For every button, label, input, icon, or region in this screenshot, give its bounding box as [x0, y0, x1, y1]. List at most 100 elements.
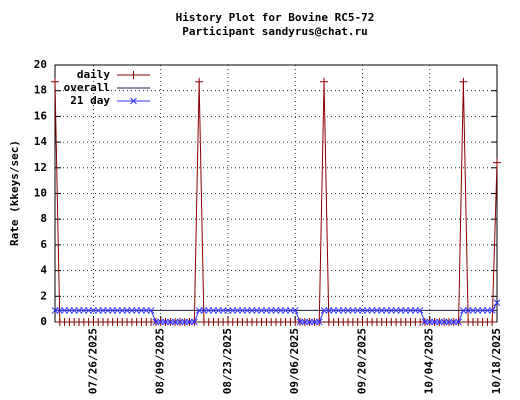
- marker: [383, 307, 390, 314]
- legend-marker: [130, 97, 137, 105]
- marker: [488, 307, 496, 314]
- marker: [219, 307, 227, 314]
- marker: [301, 318, 309, 326]
- marker: [190, 318, 198, 326]
- y-tick-label: 10: [34, 187, 47, 200]
- marker: [479, 307, 486, 314]
- marker: [99, 307, 107, 314]
- marker: [387, 307, 395, 314]
- marker: [104, 307, 112, 314]
- marker: [363, 307, 371, 314]
- marker: [435, 318, 443, 326]
- marker: [109, 307, 117, 314]
- marker: [464, 307, 472, 314]
- marker: [359, 307, 366, 314]
- y-tick-label: 4: [40, 264, 47, 277]
- marker: [344, 307, 352, 314]
- x-tick-label: 10/04/2025: [423, 328, 436, 394]
- marker: [142, 307, 150, 314]
- marker: [354, 307, 362, 314]
- marker: [416, 307, 424, 314]
- marker: [335, 307, 342, 314]
- legend-label: daily: [77, 68, 110, 81]
- marker: [287, 307, 294, 314]
- marker: [445, 318, 453, 326]
- marker: [248, 307, 256, 314]
- x-tick-label: 07/26/2025: [86, 328, 99, 394]
- y-tick-label: 0: [40, 315, 47, 328]
- marker: [147, 307, 155, 314]
- marker: [258, 307, 265, 314]
- chart-title: History Plot for Bovine RC5-72: [176, 11, 375, 24]
- legend-label: overall: [64, 81, 110, 94]
- marker: [224, 307, 232, 314]
- marker: [51, 77, 59, 86]
- marker: [373, 307, 381, 314]
- marker: [56, 307, 64, 314]
- marker: [315, 318, 323, 326]
- marker: [306, 318, 313, 326]
- y-tick-label: 18: [34, 84, 47, 97]
- marker: [128, 307, 136, 314]
- marker: [85, 307, 92, 314]
- marker: [426, 318, 434, 326]
- marker: [325, 307, 333, 314]
- marker: [75, 307, 83, 314]
- marker: [421, 318, 429, 326]
- marker: [311, 318, 318, 326]
- y-tick-label: 16: [34, 109, 48, 122]
- y-tick-label: 14: [34, 135, 48, 148]
- marker: [484, 307, 491, 314]
- marker: [152, 318, 160, 326]
- marker: [368, 307, 376, 314]
- marker: [431, 318, 438, 326]
- marker: [239, 307, 246, 314]
- x-tick-label: 09/20/2025: [355, 328, 368, 394]
- marker: [455, 318, 462, 326]
- legend-label: 21 day: [70, 94, 110, 107]
- marker: [186, 318, 193, 326]
- marker: [114, 307, 121, 314]
- marker: [90, 307, 97, 314]
- marker: [166, 318, 174, 326]
- legend-marker: [129, 71, 138, 79]
- marker: [493, 158, 501, 167]
- marker: [282, 307, 289, 314]
- marker: [123, 307, 131, 314]
- marker: [157, 318, 165, 326]
- y-tick-label: 8: [40, 212, 47, 225]
- marker: [51, 307, 59, 314]
- x-tick-label: 08/23/2025: [221, 328, 234, 394]
- marker: [200, 307, 208, 314]
- marker: [61, 307, 68, 314]
- marker: [291, 307, 299, 314]
- marker: [176, 318, 184, 326]
- marker: [80, 307, 88, 314]
- marker: [94, 307, 102, 314]
- marker: [195, 307, 203, 314]
- marker: [402, 307, 410, 314]
- marker: [205, 307, 213, 314]
- y-tick-label: 12: [34, 161, 47, 174]
- marker: [138, 307, 145, 314]
- x-tick-label: 08/09/2025: [154, 328, 167, 394]
- marker: [234, 307, 241, 314]
- marker: [277, 307, 285, 314]
- chart-subtitle: Participant sandyrus@chat.ru: [182, 25, 367, 38]
- x-tick-label: 09/06/2025: [288, 328, 301, 394]
- marker: [460, 307, 467, 314]
- marker: [162, 318, 169, 326]
- marker: [397, 307, 405, 314]
- marker: [392, 307, 400, 314]
- marker: [66, 307, 73, 314]
- x-tick-label: 10/18/2025: [490, 328, 503, 394]
- marker: [210, 307, 217, 314]
- marker: [253, 307, 261, 314]
- marker: [474, 307, 482, 314]
- marker: [378, 307, 386, 314]
- marker: [493, 299, 501, 307]
- marker: [214, 307, 222, 314]
- marker: [263, 307, 270, 314]
- y-tick-label: 2: [40, 289, 47, 302]
